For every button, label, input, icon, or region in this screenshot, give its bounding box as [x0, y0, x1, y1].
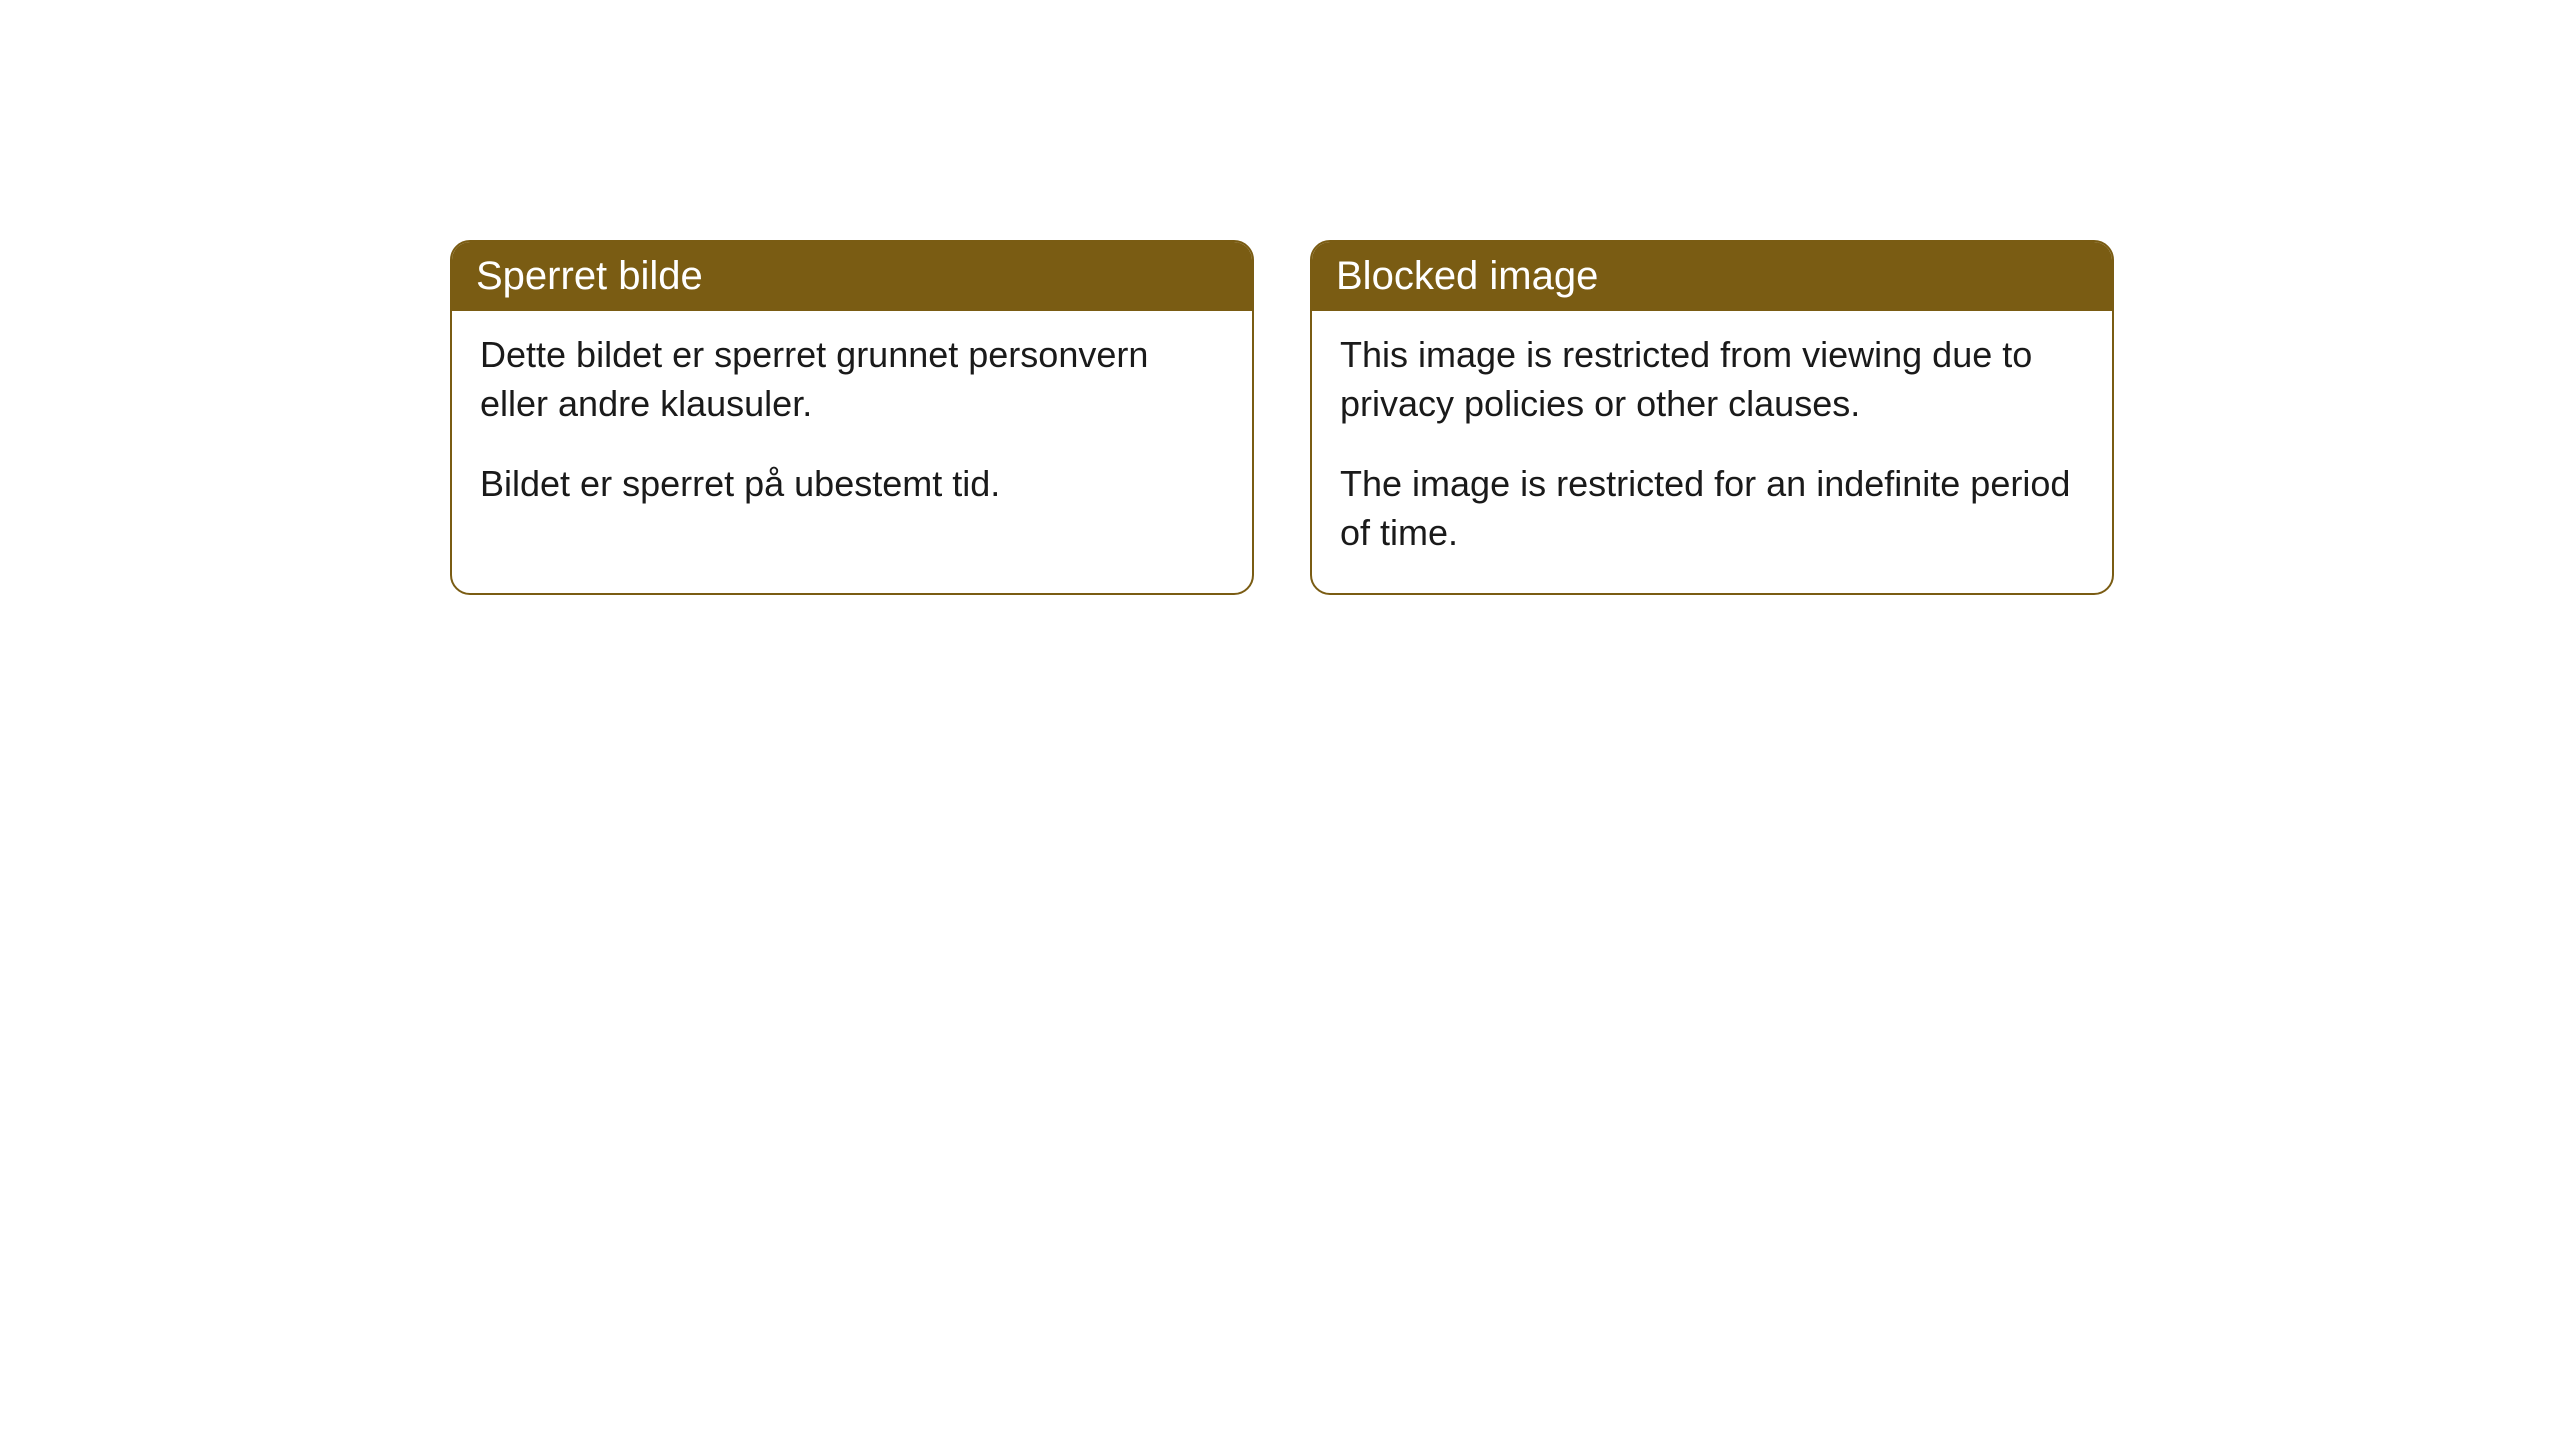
card-title: Sperret bilde: [452, 242, 1252, 311]
blocked-image-card-english: Blocked image This image is restricted f…: [1310, 240, 2114, 595]
cards-container: Sperret bilde Dette bildet er sperret gr…: [0, 0, 2560, 595]
card-paragraph: This image is restricted from viewing du…: [1340, 331, 2084, 428]
card-paragraph: The image is restricted for an indefinit…: [1340, 460, 2084, 557]
blocked-image-card-norwegian: Sperret bilde Dette bildet er sperret gr…: [450, 240, 1254, 595]
card-paragraph: Dette bildet er sperret grunnet personve…: [480, 331, 1224, 428]
card-body: Dette bildet er sperret grunnet personve…: [452, 311, 1252, 545]
card-title: Blocked image: [1312, 242, 2112, 311]
card-body: This image is restricted from viewing du…: [1312, 311, 2112, 593]
card-paragraph: Bildet er sperret på ubestemt tid.: [480, 460, 1224, 509]
